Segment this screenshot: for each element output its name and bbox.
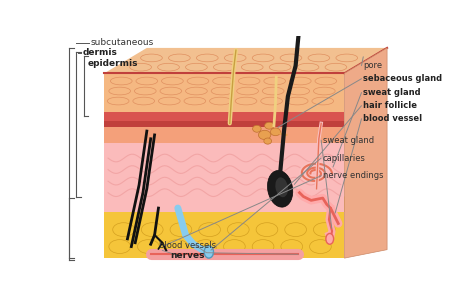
- Ellipse shape: [158, 63, 179, 71]
- Ellipse shape: [286, 97, 308, 105]
- Ellipse shape: [313, 223, 335, 237]
- Ellipse shape: [310, 240, 331, 254]
- Ellipse shape: [280, 54, 302, 62]
- Text: sweat gland: sweat gland: [363, 88, 421, 97]
- Ellipse shape: [237, 87, 258, 95]
- Ellipse shape: [269, 63, 291, 71]
- Ellipse shape: [241, 63, 263, 71]
- Ellipse shape: [253, 125, 261, 132]
- Ellipse shape: [271, 128, 281, 136]
- Ellipse shape: [184, 97, 206, 105]
- Text: dermis: dermis: [82, 48, 118, 57]
- Text: blood vessel: blood vessel: [363, 114, 422, 123]
- Ellipse shape: [130, 63, 152, 71]
- Polygon shape: [345, 48, 387, 258]
- Ellipse shape: [264, 138, 272, 144]
- Text: nerve endings: nerve endings: [323, 171, 383, 180]
- Polygon shape: [104, 143, 345, 212]
- Ellipse shape: [137, 240, 159, 254]
- Polygon shape: [104, 212, 345, 258]
- Text: pore: pore: [363, 61, 382, 70]
- Text: hair follicle: hair follicle: [363, 101, 417, 110]
- Ellipse shape: [186, 87, 207, 95]
- Text: nerves: nerves: [170, 251, 204, 260]
- Ellipse shape: [288, 87, 310, 95]
- Ellipse shape: [281, 240, 302, 254]
- Ellipse shape: [228, 223, 249, 237]
- Ellipse shape: [158, 97, 180, 105]
- Ellipse shape: [235, 97, 257, 105]
- Text: epidermis: epidermis: [88, 59, 138, 68]
- Text: sweat gland: sweat gland: [323, 136, 374, 145]
- Ellipse shape: [261, 97, 283, 105]
- Ellipse shape: [326, 234, 334, 244]
- Ellipse shape: [264, 77, 285, 85]
- Ellipse shape: [313, 87, 335, 95]
- Polygon shape: [104, 112, 345, 121]
- Text: subcutaneous: subcutaneous: [90, 38, 154, 47]
- Ellipse shape: [170, 223, 192, 237]
- Ellipse shape: [166, 240, 188, 254]
- Polygon shape: [104, 73, 345, 112]
- Ellipse shape: [213, 77, 235, 85]
- Ellipse shape: [141, 223, 163, 237]
- Ellipse shape: [109, 240, 130, 254]
- Ellipse shape: [325, 63, 347, 71]
- Polygon shape: [104, 127, 345, 143]
- Ellipse shape: [224, 240, 245, 254]
- Text: sebaceous gland: sebaceous gland: [363, 74, 442, 83]
- Ellipse shape: [133, 97, 155, 105]
- Ellipse shape: [308, 54, 330, 62]
- Ellipse shape: [336, 54, 357, 62]
- Ellipse shape: [204, 246, 213, 258]
- Ellipse shape: [252, 240, 274, 254]
- Ellipse shape: [238, 77, 260, 85]
- Ellipse shape: [213, 63, 235, 71]
- Ellipse shape: [252, 54, 274, 62]
- Ellipse shape: [107, 97, 129, 105]
- Ellipse shape: [275, 177, 288, 197]
- Ellipse shape: [256, 223, 278, 237]
- Ellipse shape: [211, 87, 233, 95]
- Ellipse shape: [264, 122, 274, 129]
- Ellipse shape: [187, 77, 209, 85]
- Text: capillaries: capillaries: [323, 154, 365, 162]
- Ellipse shape: [109, 87, 130, 95]
- Ellipse shape: [285, 223, 307, 237]
- Ellipse shape: [224, 54, 246, 62]
- Ellipse shape: [141, 54, 162, 62]
- Ellipse shape: [210, 97, 231, 105]
- Ellipse shape: [110, 77, 132, 85]
- Ellipse shape: [290, 77, 311, 85]
- Ellipse shape: [136, 77, 158, 85]
- Polygon shape: [104, 197, 387, 212]
- Ellipse shape: [258, 130, 271, 140]
- Ellipse shape: [315, 77, 337, 85]
- Ellipse shape: [169, 54, 190, 62]
- Ellipse shape: [113, 223, 135, 237]
- Ellipse shape: [186, 63, 207, 71]
- Ellipse shape: [267, 171, 293, 207]
- Ellipse shape: [135, 87, 156, 95]
- Ellipse shape: [196, 54, 218, 62]
- Ellipse shape: [199, 223, 220, 237]
- Ellipse shape: [312, 97, 334, 105]
- Ellipse shape: [162, 77, 183, 85]
- Polygon shape: [104, 48, 387, 73]
- Ellipse shape: [160, 87, 182, 95]
- Polygon shape: [104, 118, 345, 127]
- Text: blood vessels: blood vessels: [159, 241, 216, 250]
- Ellipse shape: [262, 87, 284, 95]
- Ellipse shape: [195, 240, 217, 254]
- Ellipse shape: [297, 63, 319, 71]
